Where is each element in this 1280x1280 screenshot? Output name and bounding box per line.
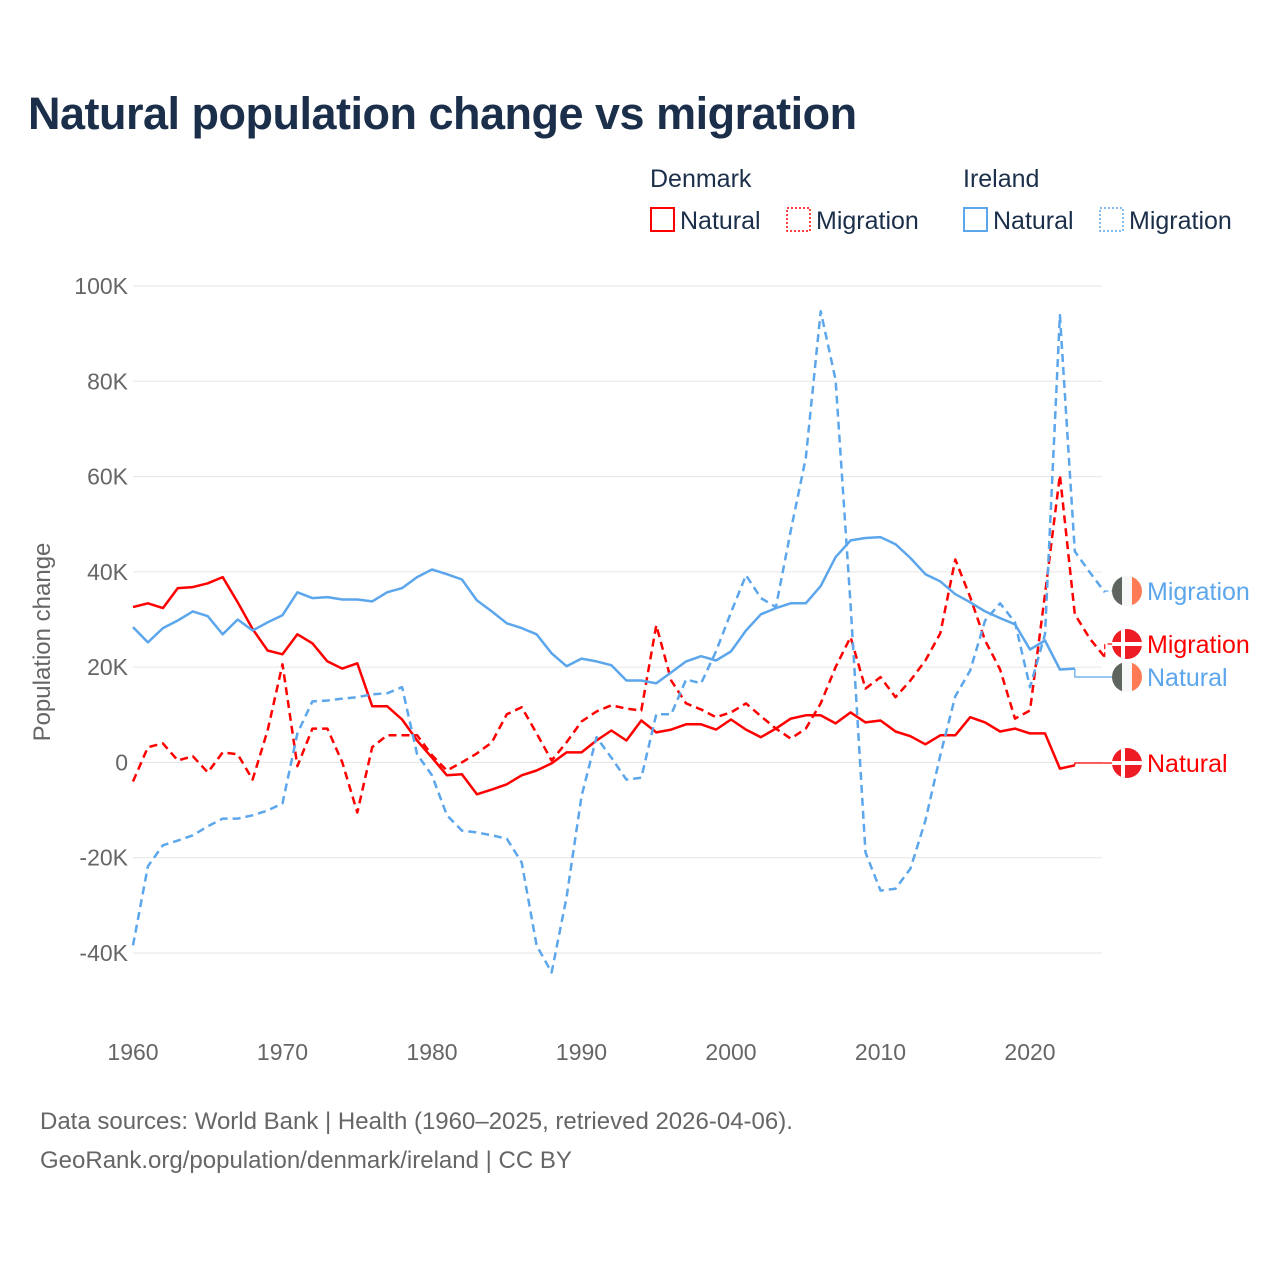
y-tick-label: 20K: [87, 654, 129, 680]
legend-swatch: [1099, 207, 1124, 232]
y-tick-label: -40K: [79, 940, 128, 966]
y-tick-label: 80K: [87, 368, 129, 394]
x-tick-label: 1990: [556, 1039, 607, 1065]
legend-item-denmark-migration[interactable]: Migration: [786, 207, 919, 235]
label-connector: [1074, 668, 1112, 678]
series-lines: [131, 310, 1106, 974]
series-line-denmark-migration: [131, 473, 1106, 814]
y-axis: 100K 80K 60K 40K 20K 0 -20K -40K: [74, 273, 128, 966]
legend-label: Migration: [1129, 207, 1232, 235]
end-label-text: Natural: [1147, 750, 1228, 778]
x-tick-label: 2020: [1004, 1039, 1055, 1065]
x-tick-label: 1970: [257, 1039, 308, 1065]
end-label-text: Migration: [1147, 578, 1250, 606]
footer-url[interactable]: GeoRank.org/population/denmark/ireland |…: [40, 1147, 572, 1174]
y-tick-label: 100K: [74, 273, 128, 299]
y-tick-label: 60K: [87, 464, 129, 490]
grid: [133, 285, 1102, 954]
end-label-text: Migration: [1147, 631, 1250, 659]
x-tick-label: 2000: [705, 1039, 756, 1065]
end-label-ireland-migration: Migration: [1104, 576, 1250, 606]
end-label-text: Natural: [1147, 664, 1228, 692]
x-tick-label: 1980: [406, 1039, 457, 1065]
label-connector: [1104, 643, 1112, 658]
end-labels: Natural Migration Natural Migration: [1074, 576, 1250, 778]
ireland-flag-icon: [1112, 662, 1142, 692]
legend-item-denmark-natural[interactable]: Natural: [650, 207, 761, 235]
legend-label: Natural: [993, 207, 1074, 235]
label-connector: [1074, 762, 1112, 766]
y-tick-label: 40K: [87, 559, 129, 585]
denmark-flag-icon: [1112, 629, 1142, 659]
legend: Denmark Natural Migration Ireland Natural Mig…: [650, 165, 1232, 235]
legend-label: Natural: [680, 207, 761, 235]
y-axis-label: Population change: [29, 543, 56, 742]
x-tick-label: 2010: [855, 1039, 906, 1065]
legend-label: Migration: [816, 207, 919, 235]
y-tick-label: 0: [115, 749, 128, 775]
chart-title: Natural population change vs migration: [28, 88, 857, 139]
series-line-ireland-natural: [132, 535, 1075, 685]
legend-swatch: [963, 207, 988, 232]
legend-group-ireland: Ireland: [963, 165, 1039, 193]
legend-item-ireland-natural[interactable]: Natural: [963, 207, 1074, 235]
legend-swatch: [786, 207, 811, 232]
legend-swatch: [650, 207, 675, 232]
series-line-denmark-natural: [132, 575, 1076, 796]
legend-item-ireland-migration[interactable]: Migration: [1099, 207, 1232, 235]
series-line-ireland-migration: [131, 310, 1106, 974]
end-label-ireland-natural: Natural: [1074, 662, 1228, 692]
ireland-flag-icon: [1112, 576, 1142, 606]
legend-group-denmark: Denmark: [650, 165, 752, 193]
label-connector: [1104, 590, 1112, 593]
end-label-denmark-natural: Natural: [1074, 748, 1228, 778]
denmark-flag-icon: [1112, 748, 1142, 778]
x-tick-label: 1960: [107, 1039, 158, 1065]
y-tick-label: -20K: [79, 845, 128, 871]
footer-source: Data sources: World Bank | Health (1960–…: [40, 1108, 793, 1135]
end-label-denmark-migration: Migration: [1104, 629, 1250, 659]
x-axis: 1960 1970 1980 1990 2000 2010 2020: [107, 1039, 1055, 1065]
